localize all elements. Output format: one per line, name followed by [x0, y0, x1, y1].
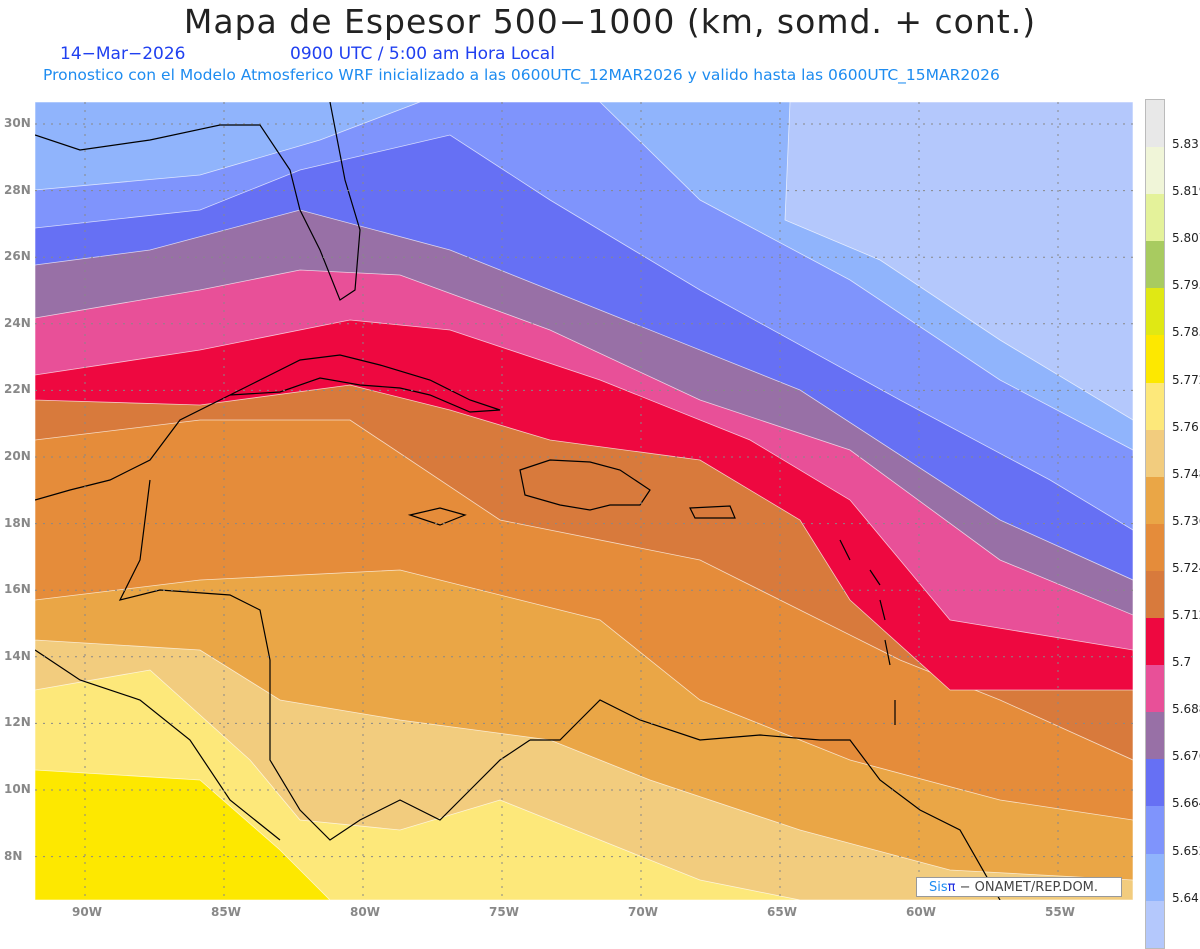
colorbar-label: 5.807	[1172, 231, 1200, 246]
credit-brand: Sis	[929, 880, 948, 895]
colorbar-swatch	[1146, 335, 1164, 383]
credit-brand-pi: π	[947, 880, 956, 895]
colorbar-swatch	[1146, 382, 1164, 430]
lat-label: 8N	[4, 848, 23, 863]
credit-box: Sisπ − ONAMET/REP.DOM.	[916, 877, 1122, 897]
graticule	[35, 102, 1133, 900]
lat-label: 24N	[4, 315, 31, 330]
lat-label: 10N	[4, 782, 31, 796]
coast-us-gulf	[35, 102, 361, 301]
colorbar-swatch	[1146, 194, 1164, 242]
credit-text: − ONAMET/REP.DOM.	[959, 880, 1099, 895]
lon-label: 80W	[350, 905, 380, 919]
colorbar-swatch	[1146, 429, 1164, 477]
coast-jamaica	[407, 507, 467, 526]
lat-label: 28N	[4, 182, 31, 197]
coast-central-america	[35, 394, 531, 841]
lat-label: 18N	[4, 515, 31, 530]
colorbar-swatch	[1146, 476, 1164, 524]
colorbar-label: 5.795	[1172, 278, 1200, 293]
lat-label: 30N	[4, 116, 31, 130]
colorbar-label: 5.831	[1172, 137, 1200, 151]
coastlines	[35, 102, 1001, 900]
colorbar-swatch	[1146, 759, 1164, 807]
coast-puerto-rico	[689, 505, 736, 519]
forecast-subtitle: Pronostico con el Modelo Atmosferico WRF…	[43, 66, 1000, 84]
lon-label: 55W	[1045, 905, 1075, 919]
lat-label: 22N	[4, 382, 31, 397]
colorbar-label: 5.676	[1172, 749, 1200, 764]
colorbar-label: 5.664	[1172, 796, 1200, 811]
colorbar-swatch	[1146, 288, 1164, 336]
colorbar-swatch	[1146, 523, 1164, 571]
colorbar-label: 5.76	[1172, 419, 1199, 434]
forecast-date: 14−Mar−2026	[60, 44, 186, 64]
colorbar-label: 5.783	[1172, 325, 1200, 340]
colorbar-label: 5.712	[1172, 608, 1200, 622]
colorbar-label: 5.652	[1172, 843, 1200, 858]
lon-label: 75W	[489, 905, 519, 919]
colorbar-swatch	[1146, 900, 1164, 948]
colorbar-label: 5.819	[1172, 184, 1200, 199]
band-below-5.64	[784, 102, 1133, 421]
coast-hispaniola	[519, 459, 651, 511]
lon-label: 65W	[767, 905, 797, 919]
lon-label: 70W	[628, 905, 658, 919]
forecast-time: 0900 UTC / 5:00 am Hora Local	[290, 44, 555, 64]
colorbar-label: 5.736	[1172, 513, 1200, 528]
coast-south-america	[530, 699, 1001, 900]
colorbar-swatch	[1146, 712, 1164, 760]
colorbar-swatch	[1146, 241, 1164, 289]
colorbar-label: 5.64	[1172, 890, 1199, 905]
lat-label: 16N	[4, 582, 31, 597]
colorbar-swatch	[1146, 100, 1164, 148]
colorbar-swatch	[1146, 147, 1164, 195]
map-title: Mapa de Espesor 500−1000 (km, somd. + co…	[183, 2, 1037, 41]
lon-label: 85W	[211, 905, 241, 919]
colorbar-swatch	[1146, 853, 1164, 901]
colorbar-label: 5.748	[1172, 466, 1200, 481]
lon-label: 60W	[906, 905, 936, 919]
colorbar-swatch	[1146, 618, 1164, 666]
colorbar-label: 5.724	[1172, 560, 1200, 575]
colorbar	[1145, 99, 1165, 949]
lat-label: 14N	[4, 648, 31, 663]
colorbar-label: 5.772	[1172, 372, 1200, 387]
colorbar-swatch	[1146, 570, 1164, 619]
lat-label: 26N	[4, 249, 31, 264]
colorbar-label: 5.7	[1172, 655, 1192, 670]
colorbar-swatch	[1146, 665, 1164, 713]
colorbar-swatch	[1146, 806, 1164, 854]
thickness-map	[35, 102, 1133, 900]
lon-label: 90W	[72, 905, 102, 919]
coast-lesser-antilles	[839, 539, 896, 725]
lat-label: 12N	[4, 715, 31, 730]
coast-cuba	[229, 354, 501, 413]
lat-label: 20N	[4, 449, 31, 463]
colorbar-label: 5.688	[1172, 702, 1200, 717]
